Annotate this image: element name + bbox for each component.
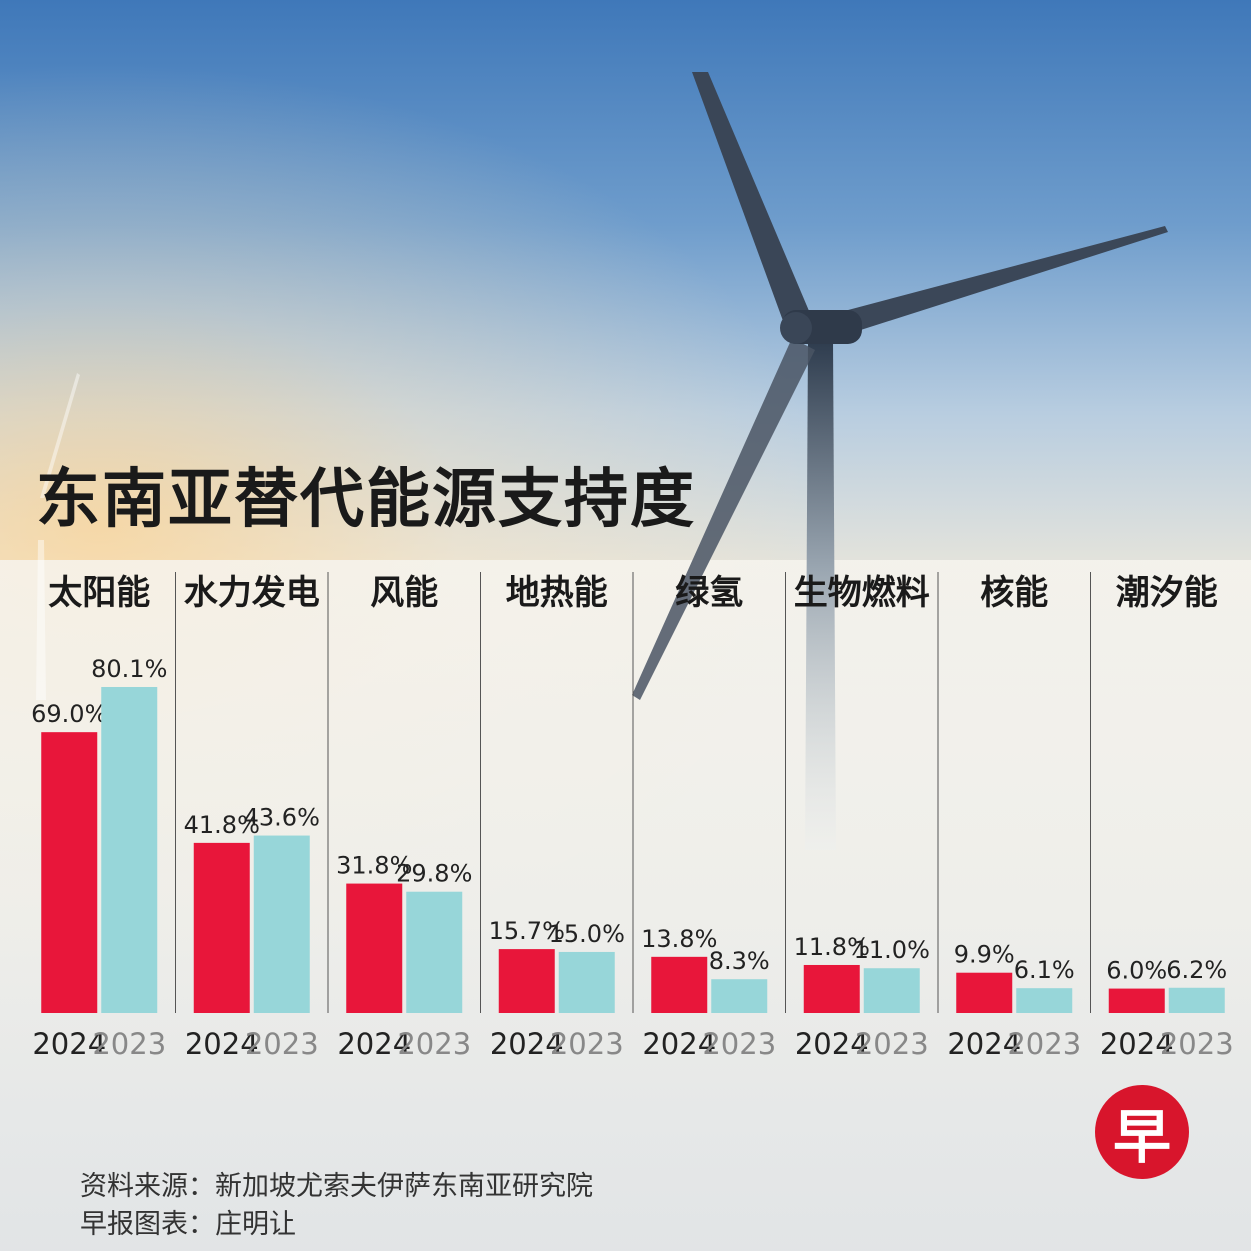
value-label-2023: 43.6% bbox=[244, 804, 320, 832]
bar-2023 bbox=[1016, 988, 1073, 1013]
category-label: 潮汐能 bbox=[1116, 573, 1218, 613]
bar-2023 bbox=[253, 835, 310, 1013]
value-label-2024: 69.0% bbox=[31, 700, 107, 728]
year-label-2023: 2023 bbox=[702, 1027, 776, 1061]
value-label-2023: 6.2% bbox=[1166, 956, 1227, 984]
bar-2023 bbox=[863, 968, 920, 1013]
bar-2023 bbox=[101, 686, 158, 1013]
year-label-2023: 2023 bbox=[92, 1027, 166, 1061]
zaobao-logo: 早 bbox=[1095, 1085, 1189, 1179]
year-label-2024: 2024 bbox=[490, 1027, 564, 1061]
value-label-2024: 11.8% bbox=[794, 933, 870, 961]
footer: 资料来源：新加坡尤索夫伊萨东南亚研究院 早报图表：庄明让 bbox=[80, 1168, 593, 1244]
category-label: 生物燃料 bbox=[794, 573, 930, 613]
bar-2023 bbox=[406, 891, 463, 1013]
value-label-2023: 11.0% bbox=[854, 936, 930, 964]
bar-2024 bbox=[346, 883, 403, 1013]
source-note: 资料来源：新加坡尤索夫伊萨东南亚研究院 bbox=[80, 1171, 593, 1202]
year-label-2024: 2024 bbox=[947, 1027, 1021, 1061]
category-label: 核能 bbox=[980, 573, 1048, 613]
year-label-2023: 2023 bbox=[397, 1027, 471, 1061]
category-label: 地热能 bbox=[506, 573, 608, 613]
bar-2023 bbox=[1168, 987, 1225, 1013]
year-label-2024: 2024 bbox=[1100, 1027, 1174, 1061]
year-label-2024: 2024 bbox=[337, 1027, 411, 1061]
value-label-2024: 15.7% bbox=[489, 917, 565, 945]
bar-2024 bbox=[498, 949, 555, 1013]
year-label-2023: 2023 bbox=[1007, 1027, 1081, 1061]
value-label-2024: 9.9% bbox=[954, 941, 1015, 969]
bar-2024 bbox=[651, 956, 708, 1013]
year-label-2024: 2024 bbox=[795, 1027, 869, 1061]
value-label-2024: 6.0% bbox=[1106, 957, 1167, 985]
credit-note: 早报图表：庄明让 bbox=[80, 1209, 296, 1240]
year-label-2024: 2024 bbox=[185, 1027, 259, 1061]
bar-2024 bbox=[193, 842, 250, 1013]
logo-text: 早 bbox=[1112, 1103, 1171, 1171]
bar-2024 bbox=[41, 732, 98, 1013]
category-label: 风能 bbox=[370, 573, 438, 613]
bar-2023 bbox=[558, 951, 615, 1013]
value-label-2023: 15.0% bbox=[549, 920, 625, 948]
value-label-2023: 8.3% bbox=[709, 947, 770, 975]
bar-2024 bbox=[803, 964, 860, 1013]
category-label: 水力发电 bbox=[184, 573, 320, 613]
category-label: 太阳能 bbox=[48, 573, 150, 613]
chart-title: 东南亚替代能源支持度 bbox=[36, 463, 696, 537]
value-label-2023: 6.1% bbox=[1014, 956, 1075, 984]
year-label-2024: 2024 bbox=[642, 1027, 716, 1061]
category-label: 绿氢 bbox=[675, 573, 743, 613]
value-label-2024: 13.8% bbox=[641, 925, 717, 953]
bar-2024 bbox=[956, 972, 1013, 1013]
value-label-2023: 80.1% bbox=[91, 655, 167, 683]
value-label-2024: 31.8% bbox=[336, 852, 412, 880]
value-label-2023: 29.8% bbox=[396, 860, 472, 888]
bar-2024 bbox=[1108, 988, 1165, 1013]
year-label-2023: 2023 bbox=[1160, 1027, 1234, 1061]
value-label-2024: 41.8% bbox=[184, 811, 260, 839]
year-label-2023: 2023 bbox=[855, 1027, 929, 1061]
year-label-2024: 2024 bbox=[32, 1027, 106, 1061]
year-label-2023: 2023 bbox=[245, 1027, 319, 1061]
year-label-2023: 2023 bbox=[550, 1027, 624, 1061]
bar-2023 bbox=[711, 979, 768, 1013]
